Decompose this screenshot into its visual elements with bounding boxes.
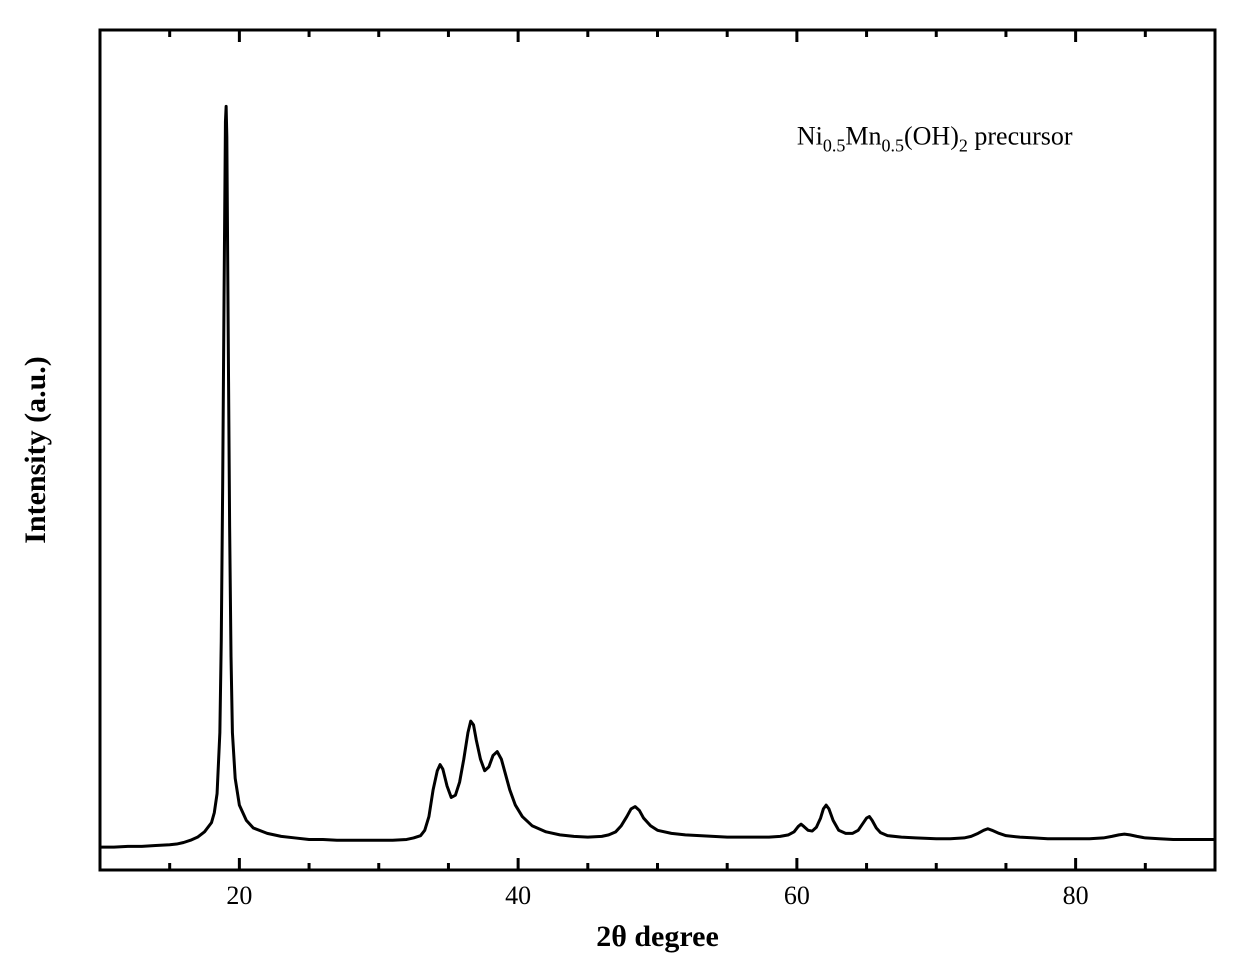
svg-text:Intensity (a.u.): Intensity (a.u.): [19, 356, 52, 544]
svg-text:20: 20: [226, 881, 252, 910]
xrd-chart: 204060802θ degreeIntensity (a.u.)Ni0.5Mn…: [0, 0, 1240, 962]
svg-text:80: 80: [1063, 881, 1089, 910]
svg-text:2θ degree: 2θ degree: [596, 920, 719, 953]
svg-text:60: 60: [784, 881, 810, 910]
svg-text:40: 40: [505, 881, 531, 910]
